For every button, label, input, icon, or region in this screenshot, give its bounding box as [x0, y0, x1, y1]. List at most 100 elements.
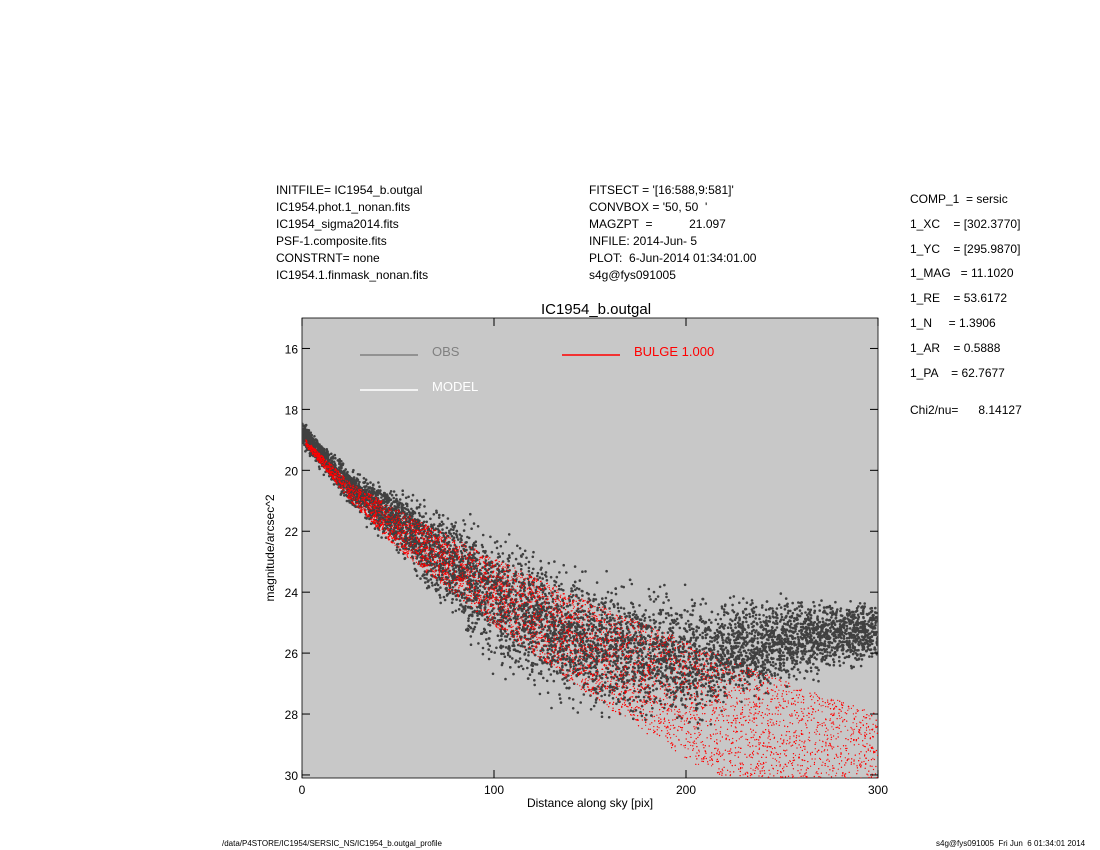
- obs-point: [729, 638, 732, 642]
- obs-point: [749, 603, 752, 606]
- x-axis-label: Distance along sky [pix]: [527, 796, 653, 810]
- obs-point: [705, 633, 709, 636]
- obs-point: [663, 684, 667, 687]
- obs-point: [652, 600, 656, 603]
- obs-point: [709, 723, 713, 726]
- obs-point: [805, 650, 808, 653]
- obs-point: [828, 644, 831, 647]
- obs-point: [661, 608, 665, 612]
- obs-point: [518, 562, 522, 566]
- obs-point: [633, 610, 637, 613]
- obs-point: [819, 651, 822, 655]
- obs-point: [584, 671, 587, 675]
- obs-point: [861, 609, 865, 613]
- obs-point: [649, 657, 652, 660]
- obs-point: [442, 532, 446, 535]
- obs-point: [494, 601, 498, 604]
- obs-point: [609, 627, 612, 631]
- obs-point: [461, 605, 465, 608]
- obs-point: [573, 585, 576, 588]
- obs-point: [813, 604, 816, 608]
- obs-point: [752, 628, 755, 632]
- obs-point: [376, 534, 380, 537]
- obs-point: [551, 600, 555, 603]
- obs-point: [733, 641, 737, 645]
- obs-point: [558, 571, 561, 574]
- obs-point: [553, 583, 556, 587]
- obs-point: [550, 706, 553, 710]
- obs-point: [680, 673, 684, 677]
- obs-point: [586, 628, 590, 632]
- obs-point: [509, 606, 512, 609]
- obs-point: [855, 654, 859, 657]
- obs-point: [748, 632, 751, 635]
- obs-point: [780, 669, 783, 672]
- obs-point: [617, 679, 620, 682]
- header_mid-line: INFILE: 2014-Jun- 5: [589, 234, 698, 248]
- obs-point: [792, 674, 796, 678]
- header_left-line: IC1954.phot.1_nonan.fits: [276, 200, 411, 214]
- obs-point: [747, 626, 750, 629]
- obs-point: [424, 534, 428, 538]
- obs-point: [604, 596, 608, 600]
- obs-point: [600, 616, 604, 620]
- obs-point: [407, 547, 411, 551]
- obs-point: [644, 691, 647, 694]
- obs-point: [540, 611, 544, 614]
- obs-point: [773, 622, 777, 625]
- obs-point: [704, 602, 708, 605]
- obs-point: [538, 658, 542, 661]
- obs-point: [581, 664, 585, 667]
- obs-point: [829, 611, 832, 614]
- obs-point: [612, 603, 615, 606]
- obs-point: [737, 683, 741, 687]
- obs-point: [731, 609, 734, 612]
- obs-point: [572, 665, 576, 668]
- obs-point: [755, 651, 759, 654]
- obs-point: [768, 620, 772, 623]
- obs-point: [521, 552, 525, 556]
- obs-point: [565, 571, 568, 574]
- data-points: [302, 422, 878, 778]
- obs-point: [418, 514, 422, 517]
- obs-point: [357, 483, 361, 486]
- obs-point: [840, 614, 844, 618]
- obs-point: [780, 615, 784, 619]
- obs-point: [432, 513, 436, 516]
- obs-point: [530, 597, 534, 601]
- obs-point: [774, 612, 778, 615]
- obs-point: [594, 701, 598, 704]
- obs-point: [615, 675, 619, 679]
- obs-point: [686, 610, 689, 613]
- obs-point: [513, 602, 516, 606]
- obs-point: [674, 675, 678, 679]
- obs-point: [604, 633, 607, 636]
- obs-point: [754, 617, 757, 620]
- obs-point: [695, 629, 698, 632]
- obs-point: [454, 609, 458, 613]
- obs-point: [600, 711, 604, 715]
- obs-point: [566, 679, 569, 682]
- obs-point: [678, 662, 682, 666]
- obs-point: [628, 631, 631, 634]
- obs-point: [785, 669, 789, 672]
- obs-point: [506, 653, 510, 657]
- obs-point: [694, 698, 697, 702]
- obs-point: [561, 662, 564, 665]
- obs-point: [438, 513, 441, 517]
- obs-point: [457, 608, 461, 611]
- obs-point: [692, 636, 695, 639]
- obs-point: [728, 668, 731, 672]
- obs-point: [620, 680, 624, 683]
- obs-point: [829, 654, 833, 658]
- chi2-value: Chi2/nu= 8.14127: [910, 403, 1022, 417]
- obs-point: [446, 592, 450, 596]
- obs-point: [481, 652, 485, 656]
- obs-point: [662, 651, 666, 655]
- obs-point: [709, 668, 712, 671]
- obs-point: [585, 660, 588, 663]
- obs-point: [804, 611, 807, 614]
- obs-point: [747, 624, 750, 627]
- obs-point: [659, 610, 663, 614]
